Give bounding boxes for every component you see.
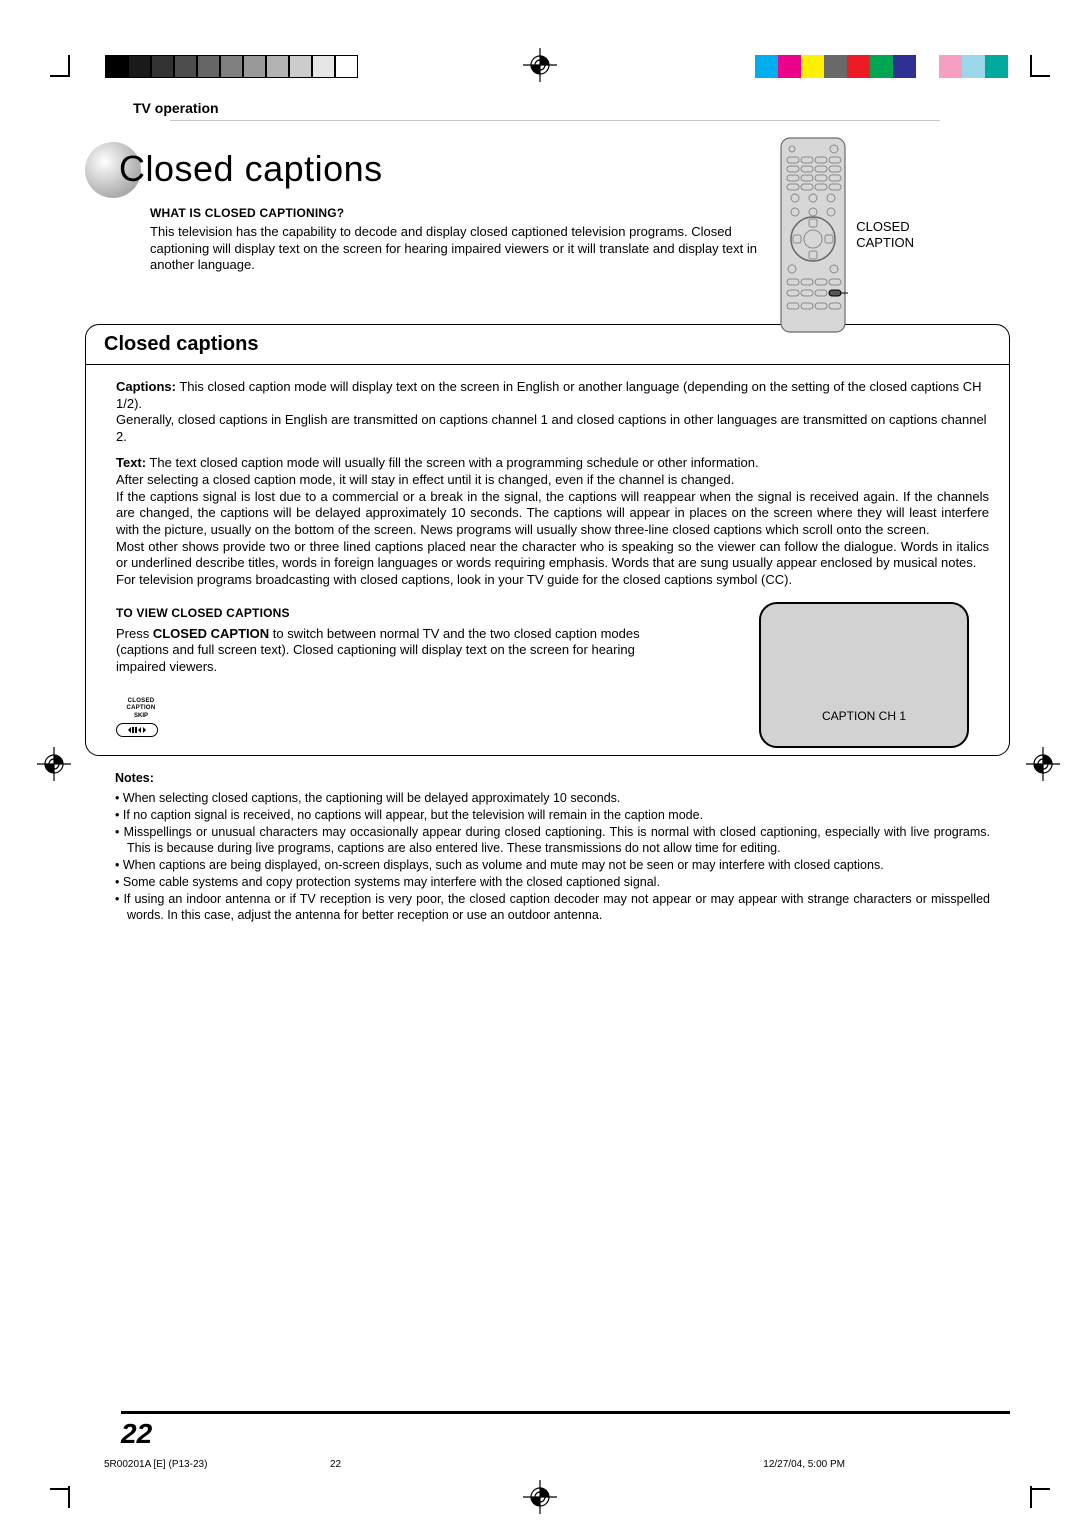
notes-item: When selecting closed captions, the capt… — [115, 790, 1010, 806]
captions-text: This closed caption mode will display te… — [116, 379, 987, 444]
view-body: Press CLOSED CAPTION to switch between n… — [116, 626, 676, 676]
page-content: TV operation Closed captions WHAT IS CLO… — [85, 100, 1010, 1458]
text-body: The text closed caption mode will usuall… — [116, 455, 989, 586]
view-body-pre: Press — [116, 626, 153, 641]
registration-mark-icon — [523, 1480, 557, 1514]
divider — [170, 120, 940, 121]
intro-body: This television has the capability to de… — [150, 224, 760, 274]
tv-screen-illustration: CAPTION CH 1 — [759, 602, 969, 748]
crop-mark — [1030, 55, 1032, 77]
notes-item: If no caption signal is received, no cap… — [115, 807, 1010, 823]
crop-mark — [50, 1488, 68, 1490]
page-title: Closed captions — [119, 148, 383, 190]
remote-icon — [778, 135, 848, 335]
notes-section: Notes: When selecting closed captions, t… — [115, 770, 1010, 923]
notes-item: Some cable systems and copy protection s… — [115, 874, 1010, 890]
slug-right: 12/27/04, 5:00 PM — [763, 1459, 845, 1470]
crop-mark — [1030, 1486, 1032, 1508]
closed-captions-box: Closed captions Captions: This closed ca… — [85, 324, 1010, 756]
crop-mark — [50, 75, 68, 77]
cc-button-label: CLOSED CAPTION — [116, 698, 166, 713]
view-body-strong: CLOSED CAPTION — [153, 626, 269, 641]
section-kicker: TV operation — [133, 100, 1010, 118]
notes-item: If using an indoor antenna or if TV rece… — [115, 891, 1010, 923]
intro-heading: WHAT IS CLOSED CAPTIONING? — [150, 206, 760, 220]
registration-mark-icon — [523, 48, 557, 82]
slug-center: 22 — [330, 1459, 341, 1470]
remote-callout-label: CLOSED CAPTION — [856, 219, 914, 250]
notes-item: When captions are being displayed, on-sc… — [115, 857, 1010, 873]
remote-illustration: CLOSED CAPTION — [778, 135, 914, 335]
registration-mark-icon — [37, 747, 71, 781]
captions-label: Captions: — [116, 379, 176, 394]
slug-left: 5R00201A [E] (P13-23) — [104, 1459, 207, 1470]
registration-mark-icon — [1026, 747, 1060, 781]
cc-button-icon — [116, 723, 158, 737]
notes-heading: Notes: — [115, 770, 1010, 786]
notes-list: When selecting closed captions, the capt… — [115, 790, 1010, 923]
color-swatches — [755, 55, 1008, 78]
tv-screen-text: CAPTION CH 1 — [822, 709, 906, 724]
page-footer: 22 — [121, 1411, 1010, 1450]
crop-mark — [68, 1486, 70, 1508]
crop-mark — [1032, 1488, 1050, 1490]
cc-button-sublabel: SKIP — [116, 713, 166, 721]
view-closed-captions-section: TO VIEW CLOSED CAPTIONS Press CLOSED CAP… — [116, 606, 989, 736]
notes-item: Misspellings or unusual characters may o… — [115, 824, 1010, 856]
captions-paragraph: Captions: This closed caption mode will … — [116, 379, 989, 446]
text-label: Text: — [116, 455, 146, 470]
crop-mark — [1032, 75, 1050, 77]
page-number: 22 — [121, 1418, 152, 1449]
crop-mark — [68, 55, 70, 77]
grayscale-swatches — [105, 55, 358, 78]
text-paragraph: Text: The text closed caption mode will … — [116, 455, 989, 588]
